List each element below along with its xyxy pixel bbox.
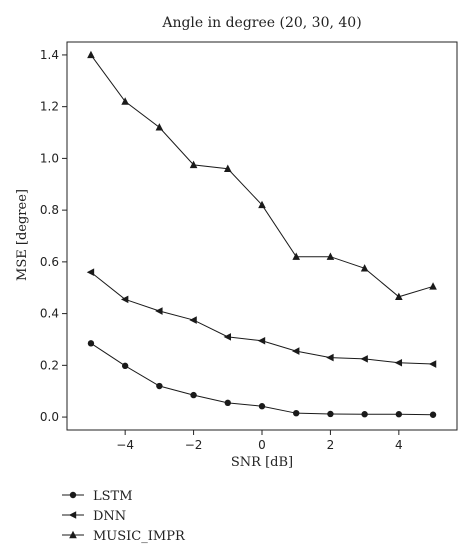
series-line-music-impr — [90, 54, 434, 298]
data-point-lstm — [327, 410, 334, 418]
data-point-music-impr — [258, 200, 266, 209]
series-line-dnn — [90, 271, 434, 365]
data-point-lstm — [190, 391, 197, 399]
series-dnn — [86, 268, 437, 368]
data-point-dnn — [86, 268, 95, 277]
legend-label: LSTM — [93, 489, 133, 504]
legend-item-dnn: DNN — [62, 509, 126, 524]
data-point-lstm — [121, 362, 129, 370]
data-point-dnn — [394, 358, 403, 367]
data-point-music-impr — [121, 97, 129, 105]
y-axis-label: MSE [degree] — [15, 189, 30, 281]
data-point-dnn — [257, 336, 266, 345]
x-axis-label: SNR [dB] — [231, 455, 293, 470]
data-point-music-impr — [292, 252, 301, 260]
legend-marker — [69, 530, 77, 539]
x-tick-label: −2 — [185, 438, 203, 452]
data-point-music-impr — [155, 123, 164, 131]
data-point-music-impr — [326, 252, 335, 260]
legend-label: MUSIC_IMPR — [93, 529, 186, 544]
legend-item-music-impr: MUSIC_IMPR — [62, 529, 186, 544]
data-point-music-impr — [189, 160, 198, 169]
y-tick-label: 0.0 — [40, 410, 59, 424]
data-point-dnn — [155, 307, 163, 315]
chart-title: Angle in degree (20, 30, 40) — [161, 15, 361, 31]
x-axis-ticks: −4 −2 0 2 4 — [116, 430, 403, 452]
y-tick-label: 1.4 — [40, 48, 59, 62]
data-point-dnn — [360, 355, 368, 363]
legend-marker — [69, 491, 77, 499]
legend-label: DNN — [93, 509, 126, 524]
data-point-lstm — [224, 399, 231, 407]
data-point-music-impr — [360, 264, 369, 272]
y-tick-label: 0.6 — [40, 255, 59, 269]
x-tick-label: 0 — [258, 438, 266, 452]
y-tick-label: 1.0 — [40, 151, 59, 165]
data-point-lstm — [293, 409, 300, 417]
data-point-dnn — [189, 316, 197, 324]
data-point-music-impr — [223, 164, 232, 172]
data-point-music-impr — [395, 292, 403, 300]
data-point-dnn — [292, 347, 300, 355]
data-point-dnn — [120, 295, 129, 304]
series-lstm — [87, 340, 437, 418]
legend: LSTM DNN MUSIC_IMPR — [62, 489, 186, 544]
data-point-dnn — [326, 353, 334, 362]
y-axis-ticks: 0.0 0.2 0.4 0.6 0.8 1.0 1.2 1.4 — [40, 48, 67, 424]
data-point-lstm — [156, 382, 163, 390]
data-point-dnn — [223, 333, 231, 341]
legend-item-lstm: LSTM — [62, 489, 133, 504]
data-point-dnn — [428, 360, 437, 368]
series-music-impr — [87, 50, 437, 300]
y-tick-label: 0.8 — [40, 203, 59, 217]
data-point-lstm — [429, 411, 437, 418]
y-tick-label: 0.2 — [40, 358, 59, 372]
x-tick-label: 2 — [327, 438, 335, 452]
data-point-lstm — [395, 411, 403, 418]
series-layer — [86, 50, 437, 418]
data-point-lstm — [87, 340, 95, 347]
y-tick-label: 1.2 — [40, 100, 59, 114]
y-tick-label: 0.4 — [40, 307, 59, 321]
x-tick-label: 4 — [395, 438, 403, 452]
data-point-music-impr — [429, 282, 437, 290]
legend-marker — [68, 511, 77, 519]
data-point-lstm — [258, 403, 266, 410]
x-tick-label: −4 — [116, 438, 134, 452]
data-point-music-impr — [87, 50, 95, 59]
data-point-lstm — [361, 411, 368, 418]
